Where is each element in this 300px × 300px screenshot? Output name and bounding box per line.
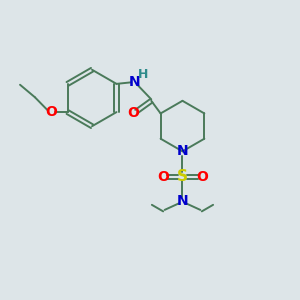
Text: H: H	[138, 68, 148, 81]
Text: N: N	[177, 144, 188, 158]
Text: O: O	[196, 169, 208, 184]
Text: N: N	[129, 75, 141, 89]
Text: O: O	[45, 105, 57, 119]
Text: O: O	[157, 169, 169, 184]
Text: N: N	[177, 194, 188, 208]
Text: O: O	[127, 106, 139, 120]
Text: S: S	[177, 169, 188, 184]
